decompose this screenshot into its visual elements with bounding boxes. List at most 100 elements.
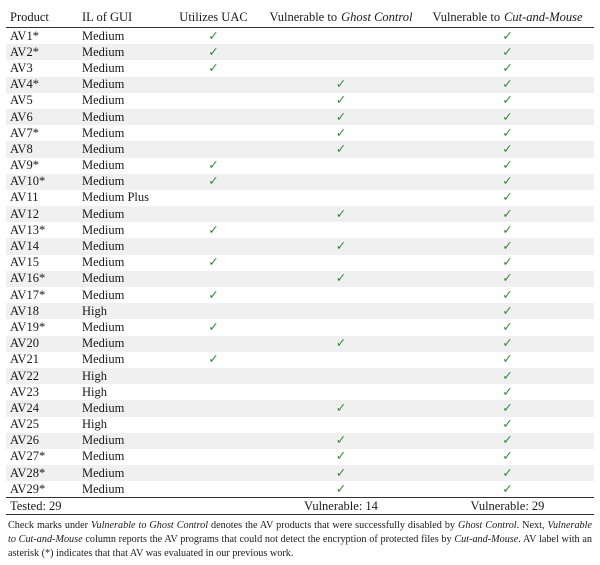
table-cell: AV5 — [10, 93, 33, 108]
table-row: AV25 High ✓ — [6, 417, 594, 433]
table-cell: AV19* — [10, 319, 46, 334]
table-cell: AV21 — [10, 352, 39, 367]
check-cell — [166, 141, 261, 157]
header-text: Cut-and-Mouse — [504, 10, 583, 24]
table-row: AV14 Medium ✓ ✓ — [6, 238, 594, 255]
table-row: AV24 Medium ✓ ✓ — [6, 400, 594, 417]
table-row: AV18 High ✓ — [6, 303, 594, 320]
footer-row: Tested: 29 Vulnerable: 14 Vulnerable: 29 — [6, 497, 594, 516]
check-cell: ✓ — [208, 255, 219, 270]
check-cell: ✓ — [208, 44, 219, 59]
table-cell: AV23 — [10, 384, 39, 399]
table-cell: AV1* — [10, 28, 39, 43]
check-cell — [166, 336, 261, 352]
check-cell: ✓ — [208, 319, 219, 334]
check-cell: ✓ — [502, 303, 513, 318]
table-cell: AV18 — [10, 303, 39, 318]
table-row: AV15 Medium ✓ ✓ — [6, 255, 594, 271]
header-text: Utilizes UAC — [179, 10, 248, 24]
header-text: IL of GUI — [82, 10, 133, 24]
check-cell: ✓ — [335, 271, 347, 286]
check-cell — [166, 384, 261, 400]
table-row: AV9* Medium ✓ ✓ — [6, 158, 594, 174]
table-cell: Medium — [82, 400, 125, 415]
check-cell: ✓ — [502, 255, 513, 270]
check-cell — [166, 481, 261, 498]
check-cell: ✓ — [335, 449, 347, 464]
check-cell: ✓ — [208, 287, 219, 302]
table-row: AV6 Medium ✓ ✓ — [6, 108, 594, 126]
check-cell: ✓ — [335, 77, 347, 92]
check-cell: ✓ — [502, 206, 513, 221]
table-cell: AV7* — [10, 125, 39, 140]
table-row: AV11 Medium Plus ✓ — [6, 190, 594, 206]
check-cell — [261, 60, 421, 76]
check-cell: ✓ — [335, 93, 347, 108]
table-cell: AV3 — [10, 60, 33, 75]
check-cell — [261, 44, 421, 60]
check-cell: ✓ — [502, 109, 513, 124]
table-cell: Medium — [82, 109, 125, 124]
table-row: AV5 Medium ✓ ✓ — [6, 93, 594, 109]
check-cell — [261, 190, 421, 206]
table-row: AV20 Medium ✓ ✓ — [6, 335, 594, 352]
check-cell: ✓ — [502, 174, 513, 189]
caption: Check marks under Vulnerable to Ghost Co… — [8, 519, 592, 561]
check-cell: ✓ — [502, 417, 513, 432]
check-cell — [261, 303, 421, 319]
table-cell: Medium — [82, 239, 125, 254]
table-cell: AV29* — [10, 481, 46, 496]
check-cell — [261, 384, 421, 400]
table-cell: High — [82, 384, 107, 399]
check-cell — [261, 368, 421, 384]
table-body: AV1* Medium ✓ ✓ AV2* Medium ✓ ✓ AV3 Medium ✓ ✓ AV4* M… — [6, 28, 594, 498]
caption-text: Check marks under — [8, 520, 92, 531]
check-cell — [166, 77, 261, 93]
table-cell: AV16* — [10, 271, 46, 286]
table-cell: AV11 — [10, 190, 39, 205]
table-row: AV29* Medium ✓ ✓ — [6, 481, 594, 498]
check-cell: ✓ — [502, 481, 513, 496]
column-header: Vulnerable to Ghost Control — [261, 8, 421, 28]
table-cell: AV10* — [10, 174, 46, 189]
check-cell: ✓ — [502, 319, 513, 334]
table-cell: Medium — [82, 60, 125, 75]
table-row: AV1* Medium ✓ ✓ — [6, 28, 594, 45]
check-cell: ✓ — [335, 400, 347, 415]
table-cell: Medium — [82, 174, 125, 189]
table-cell: Medium — [82, 352, 125, 367]
check-cell — [166, 449, 261, 465]
table-cell: Medium — [82, 93, 125, 108]
check-cell — [166, 93, 261, 109]
table-row: AV21 Medium ✓ ✓ — [6, 352, 594, 368]
header-text: Vulnerable to — [432, 10, 501, 24]
table-cell: AV22 — [10, 368, 39, 383]
column-header: Vulnerable to Cut-and-Mouse — [421, 8, 594, 28]
table-cell: AV15 — [10, 255, 39, 270]
table-row: AV10* Medium ✓ ✓ — [6, 173, 594, 190]
check-cell — [166, 368, 261, 384]
footer-cell: Vulnerable: 14 — [261, 497, 421, 516]
check-cell: ✓ — [502, 368, 513, 383]
results-table: Product IL of GUI Utilizes UAC Vulnerable t… — [6, 8, 594, 516]
table-cell: AV12 — [10, 206, 39, 221]
check-cell: ✓ — [502, 141, 513, 156]
check-cell: ✓ — [335, 481, 347, 496]
table-cell: AV4* — [10, 77, 39, 92]
table-cell: AV24 — [10, 400, 39, 415]
table-cell: High — [82, 417, 107, 432]
table-row: AV7* Medium ✓ ✓ — [6, 125, 594, 141]
table-cell: Medium — [82, 465, 125, 480]
header-row: Product IL of GUI Utilizes UAC Vulnerable t… — [6, 8, 594, 28]
check-cell — [261, 352, 421, 368]
table-row: AV17* Medium ✓ ✓ — [6, 287, 594, 303]
table-cell: Medium — [82, 222, 125, 237]
table-cell: AV14 — [10, 239, 39, 254]
table-row: AV26 Medium ✓ ✓ — [6, 432, 594, 449]
column-header: Product — [6, 8, 78, 28]
caption-text: denotes the AV products that were succes… — [208, 520, 458, 531]
check-cell: ✓ — [208, 158, 219, 173]
check-cell: ✓ — [502, 352, 513, 367]
table-row: AV2* Medium ✓ ✓ — [6, 44, 594, 61]
